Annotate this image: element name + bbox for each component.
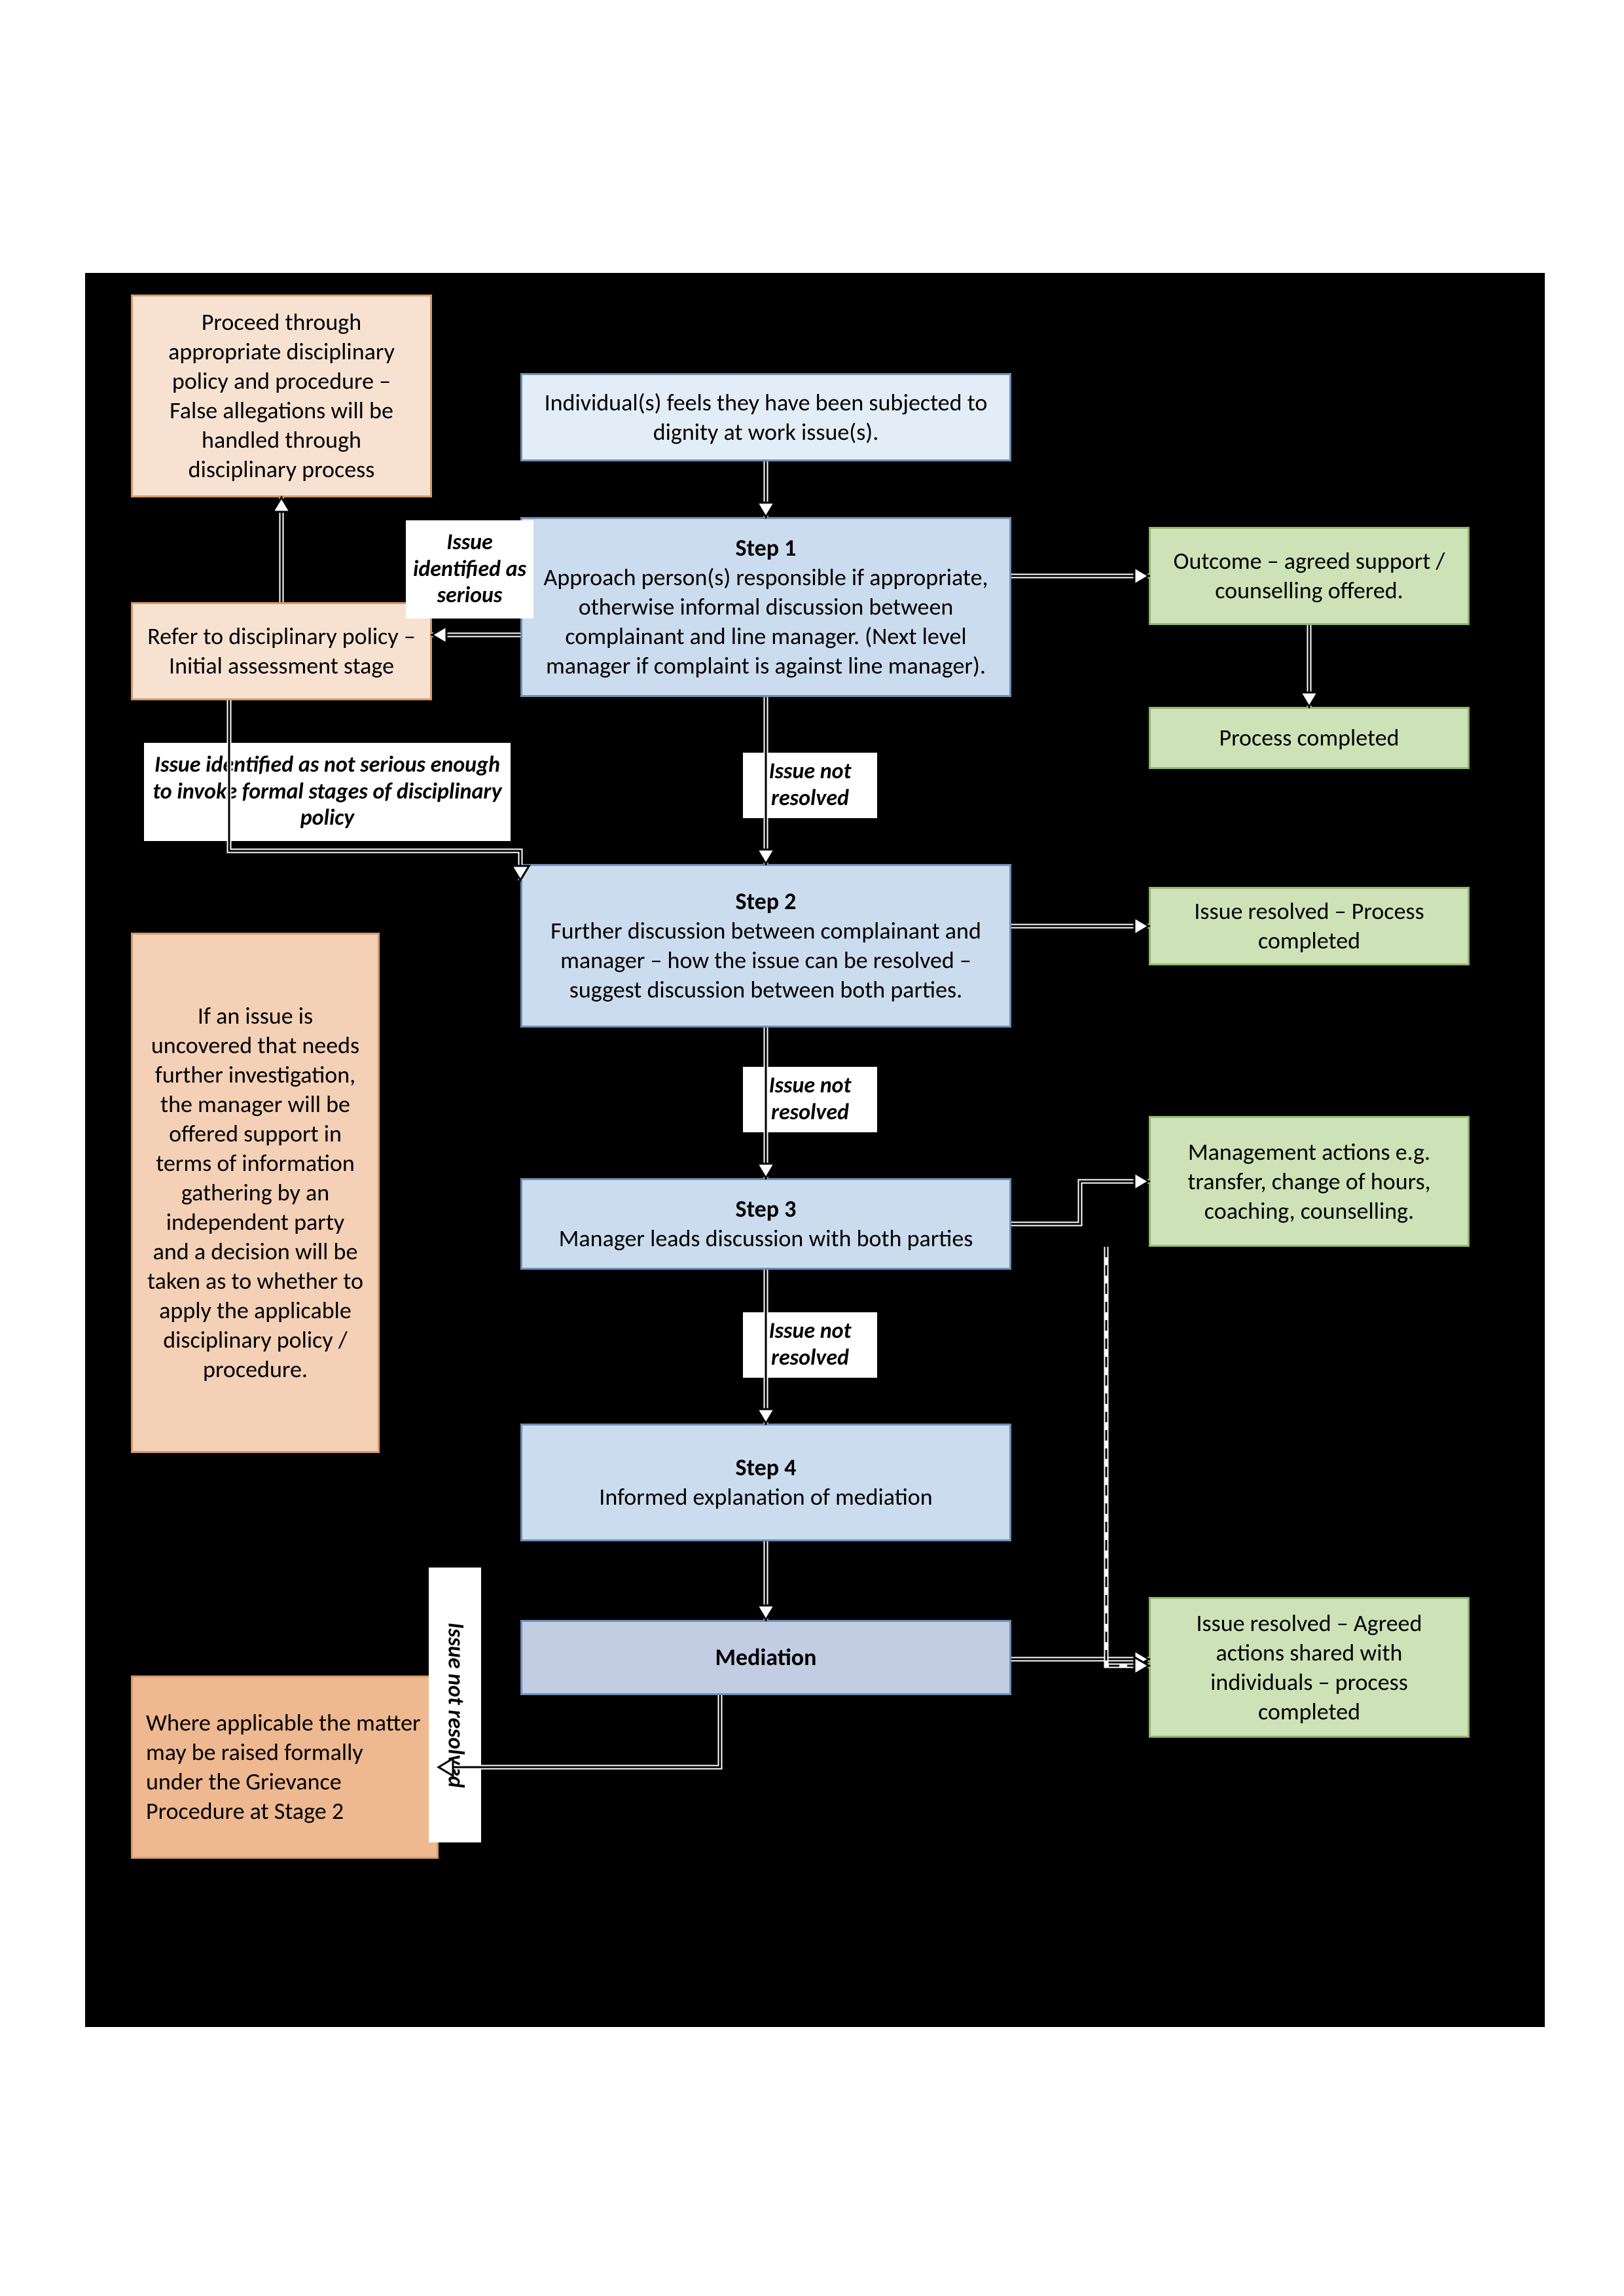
node-title: Mediation: [715, 1643, 817, 1672]
label-text: Issue not resolved: [749, 1318, 871, 1372]
node-text: Proceed through appropriate disciplinary…: [146, 308, 417, 484]
node-text: Refer to disciplinary policy – Initial a…: [146, 622, 417, 681]
label-issue-not-resolved-vertical-left: Issue not resolved: [429, 1568, 481, 1842]
node-text: Process completed: [1219, 723, 1399, 753]
node-proceed-disciplinary: Proceed through appropriate disciplinary…: [131, 295, 432, 497]
label-text: Issue not resolved: [749, 1073, 871, 1126]
node-text: Management actions e.g. transfer, change…: [1164, 1138, 1454, 1226]
node-text: Where applicable the matter may be raise…: [146, 1708, 424, 1826]
label-text: Issue not resolved: [442, 1623, 469, 1787]
node-step2: Step 2 Further discussion between compla…: [520, 864, 1011, 1028]
node-start: Individual(s) feels they have been subje…: [520, 373, 1011, 461]
node-text: If an issue is uncovered that needs furt…: [146, 1001, 365, 1384]
node-title: Step 3: [736, 1194, 797, 1224]
label-issue-not-resolved-3: Issue not resolved: [743, 1312, 877, 1378]
label-issue-not-resolved-2: Issue not resolved: [743, 1067, 877, 1132]
node-title: Step 4: [736, 1453, 797, 1482]
node-mediation: Mediation: [520, 1620, 1011, 1695]
label-text: Issue identified as serious: [412, 529, 527, 609]
node-outcome-counselling: Outcome – agreed support / counselling o…: [1149, 527, 1470, 625]
node-grievance: Where applicable the matter may be raise…: [131, 1676, 439, 1859]
node-text: Further discussion between complainant a…: [535, 916, 996, 1005]
node-text: Approach person(s) responsible if approp…: [535, 563, 996, 681]
node-issue-resolved: Issue resolved – Process completed: [1149, 887, 1470, 965]
label-issue-not-resolved-1: Issue not resolved: [743, 753, 877, 818]
node-text: Issue resolved – Process completed: [1164, 897, 1454, 956]
label-text: Issue not resolved: [1093, 1351, 1120, 1516]
node-agreed-actions: Issue resolved – Agreed actions shared w…: [1149, 1597, 1470, 1738]
node-text: Individual(s) feels they have been subje…: [535, 388, 996, 447]
node-refer-disciplinary: Refer to disciplinary policy – Initial a…: [131, 602, 432, 700]
node-management-actions: Management actions e.g. transfer, change…: [1149, 1116, 1470, 1247]
label-text: Issue not resolved: [749, 759, 871, 812]
label-text: Issue identified as not serious enough t…: [151, 752, 504, 832]
node-title: Step 1: [736, 533, 797, 563]
node-text: Manager leads discussion with both parti…: [559, 1224, 973, 1253]
node-title: Step 2: [736, 887, 797, 916]
node-text: Informed explanation of mediation: [599, 1482, 932, 1512]
page-canvas: Individual(s) feels they have been subje…: [0, 0, 1624, 2296]
label-issue-not-resolved-vertical-right: Issue not resolved: [1087, 1302, 1126, 1564]
node-step1: Step 1 Approach person(s) responsible if…: [520, 517, 1011, 697]
node-text: Issue resolved – Agreed actions shared w…: [1164, 1609, 1454, 1727]
label-issue-serious: Issue identified as serious: [406, 520, 533, 619]
node-process-completed: Process completed: [1149, 707, 1470, 769]
node-step4: Step 4 Informed explanation of mediation: [520, 1424, 1011, 1541]
node-investigation: If an issue is uncovered that needs furt…: [131, 933, 380, 1453]
node-step3: Step 3 Manager leads discussion with bot…: [520, 1178, 1011, 1270]
label-not-serious: Issue identified as not serious enough t…: [144, 743, 511, 841]
node-text: Outcome – agreed support / counselling o…: [1164, 547, 1454, 605]
